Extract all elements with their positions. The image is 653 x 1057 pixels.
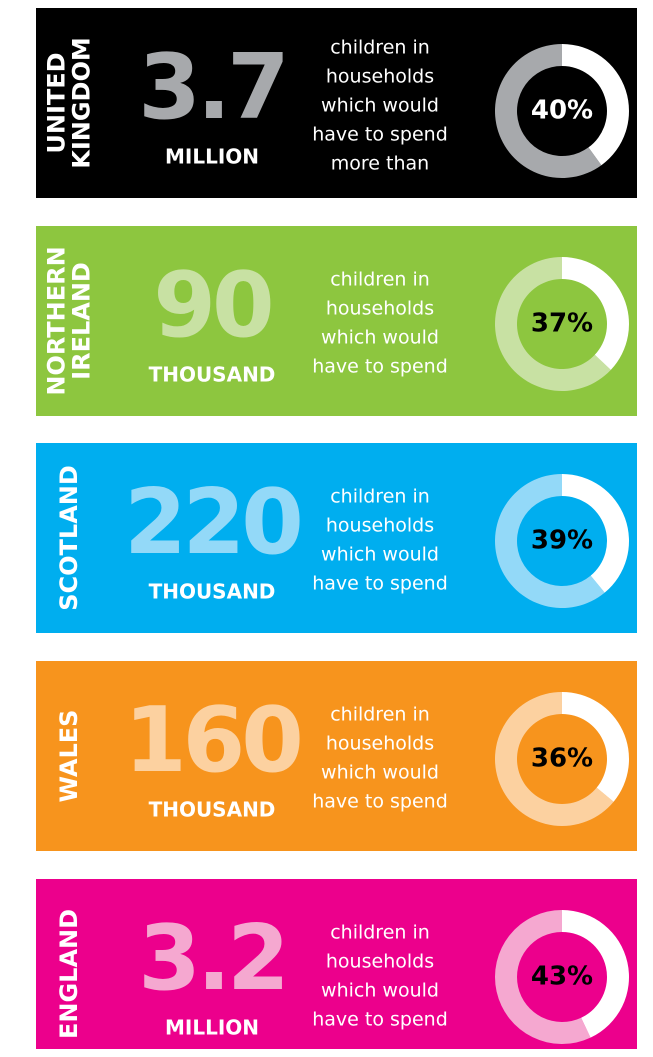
- donut-share: [562, 692, 629, 802]
- panel: SCOTLAND 220 THOUSAND children in households…: [36, 443, 637, 633]
- number-unit: MILLION: [165, 1016, 259, 1040]
- region-name: UNITED: [43, 52, 71, 153]
- description-line: children in: [330, 486, 430, 508]
- donut-share: [562, 257, 629, 370]
- description-line: which would: [321, 327, 439, 349]
- description-line: have to spend: [312, 573, 448, 595]
- panel: WALES 160 THOUSAND children in households whi…: [36, 661, 637, 851]
- region-name: WALES: [55, 710, 83, 803]
- description-line: have to spend: [312, 124, 448, 146]
- percent-label: 40%: [531, 96, 593, 126]
- donut-remainder: [495, 692, 614, 826]
- description-line: children in: [330, 269, 430, 291]
- description-line: households: [326, 515, 434, 537]
- percent-label: 37%: [531, 309, 593, 339]
- description-line: which would: [321, 762, 439, 784]
- big-number: 3.2: [138, 906, 285, 1011]
- percent-label: 43%: [531, 962, 593, 992]
- number-unit: THOUSAND: [149, 363, 276, 387]
- description-line: have to spend: [312, 1009, 448, 1031]
- description-line: households: [326, 66, 434, 88]
- big-number: 3.7: [138, 35, 285, 140]
- description-line: children in: [330, 922, 430, 944]
- donut-share: [562, 910, 629, 1038]
- description-line: more than: [331, 153, 429, 175]
- donut-remainder: [494, 257, 611, 392]
- donut-share: [562, 44, 629, 166]
- big-number: 90: [153, 253, 271, 358]
- region-name: NORTHERN: [43, 246, 71, 395]
- donut-share: [562, 474, 629, 593]
- number-unit: MILLION: [165, 145, 259, 169]
- region-name: KINGDOM: [68, 37, 96, 169]
- description-line: households: [326, 733, 434, 755]
- description-line: which would: [321, 980, 439, 1002]
- big-number: 220: [124, 470, 300, 575]
- region-name: ENGLAND: [55, 909, 83, 1039]
- region-name: IRELAND: [68, 262, 96, 380]
- description-line: which would: [321, 95, 439, 117]
- description-line: have to spend: [312, 791, 448, 813]
- description-line: have to spend: [312, 356, 448, 378]
- percent-label: 36%: [531, 744, 593, 774]
- donut-remainder: [494, 44, 602, 178]
- number-unit: THOUSAND: [149, 798, 276, 822]
- panel: ENGLAND 3.2 MILLION children in households wh…: [36, 879, 637, 1049]
- big-number: 160: [124, 688, 300, 793]
- description-line: households: [326, 951, 434, 973]
- description-line: households: [326, 298, 434, 320]
- description-line: which would: [321, 544, 439, 566]
- region-name: SCOTLAND: [55, 465, 83, 611]
- percent-label: 39%: [531, 526, 593, 556]
- donut-remainder: [495, 910, 591, 1044]
- number-unit: THOUSAND: [149, 580, 276, 604]
- description-line: children in: [330, 37, 430, 59]
- description-line: children in: [330, 704, 430, 726]
- donut-remainder: [494, 474, 605, 608]
